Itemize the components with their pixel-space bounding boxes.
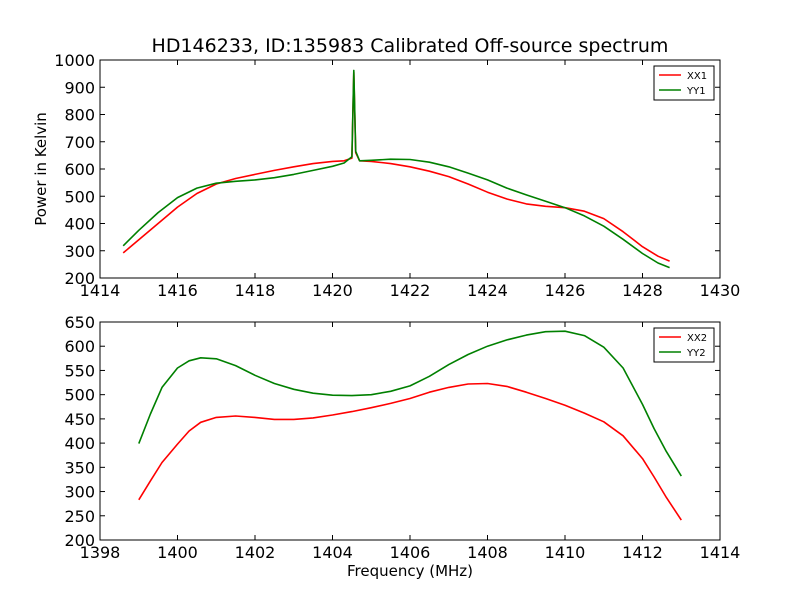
- x-tick-label: 1424: [467, 281, 508, 300]
- y-tick-label: 300: [64, 483, 95, 502]
- y-tick-label: 600: [64, 337, 95, 356]
- x-tick-label: 1408: [467, 543, 508, 562]
- x-tick-label: 1406: [390, 543, 431, 562]
- series-line-yy2: [138, 330, 682, 477]
- y-tick-label: 200: [64, 531, 95, 550]
- x-tick-label: 1426: [545, 281, 586, 300]
- y-tick-label: 550: [64, 361, 95, 380]
- y-tick-label: 650: [64, 313, 95, 332]
- y-tick-label: 200: [64, 269, 95, 288]
- x-tick-label: 1428: [622, 281, 663, 300]
- plot-frame: [99, 321, 721, 541]
- figure-title: HD146233, ID:135983 Calibrated Off-sourc…: [152, 35, 669, 57]
- legend-box: [653, 327, 715, 363]
- y-tick-label: 450: [64, 410, 95, 429]
- y-tick-label: 700: [64, 133, 95, 152]
- x-tick-label: 1416: [157, 281, 198, 300]
- y-tick-label: 400: [64, 215, 95, 234]
- y-tick-label: 250: [64, 507, 95, 526]
- x-tick-label: 1414: [700, 543, 741, 562]
- chart-top-xx1-yy1: 1414 1416 1418 1420 1422 1424 1426 1428 1430 200 3…: [32, 51, 740, 300]
- plot-frame: [99, 59, 721, 279]
- x-tick-label: 1430: [700, 281, 741, 300]
- series-line-xx1: [122, 71, 670, 262]
- y-tick-label: 400: [64, 434, 95, 453]
- x-tick-label: 1398: [80, 543, 121, 562]
- x-tick-label: 1418: [235, 281, 276, 300]
- series-line-xx2: [138, 382, 682, 521]
- chart-bottom-xx2-yy2: 1398 1400 1402 1404 1406 1408 1410 1412 1414 200 2…: [64, 313, 740, 580]
- x-tick-label: 1404: [312, 543, 353, 562]
- x-tick-label: 1410: [545, 543, 586, 562]
- legend-label-yy1: YY1: [686, 86, 706, 97]
- x-tick-label: 1414: [80, 281, 121, 300]
- y-tick-label: 800: [64, 106, 95, 125]
- y-tick-label: 500: [64, 386, 95, 405]
- x-tick-label: 1422: [390, 281, 431, 300]
- legend-box: [653, 65, 715, 101]
- legend-label-yy2: YY2: [686, 348, 706, 359]
- y-axis-label: Power in Kelvin: [32, 112, 50, 226]
- legend-label-xx1: XX1: [687, 71, 707, 82]
- legend-label-xx2: XX2: [687, 333, 707, 344]
- x-axis-label: Frequency (MHz): [347, 562, 473, 580]
- x-tick-label: 1420: [312, 281, 353, 300]
- y-tick-label: 900: [64, 78, 95, 97]
- y-tick-label: 350: [64, 458, 95, 477]
- x-tick-label: 1402: [235, 543, 276, 562]
- y-tick-label: 300: [64, 242, 95, 261]
- x-tick-label: 1412: [622, 543, 663, 562]
- x-tick-label: 1400: [157, 543, 198, 562]
- y-tick-label: 500: [64, 187, 95, 206]
- y-tick-label: 1000: [54, 51, 95, 70]
- series-line-yy1: [122, 69, 670, 269]
- y-tick-label: 600: [64, 160, 95, 179]
